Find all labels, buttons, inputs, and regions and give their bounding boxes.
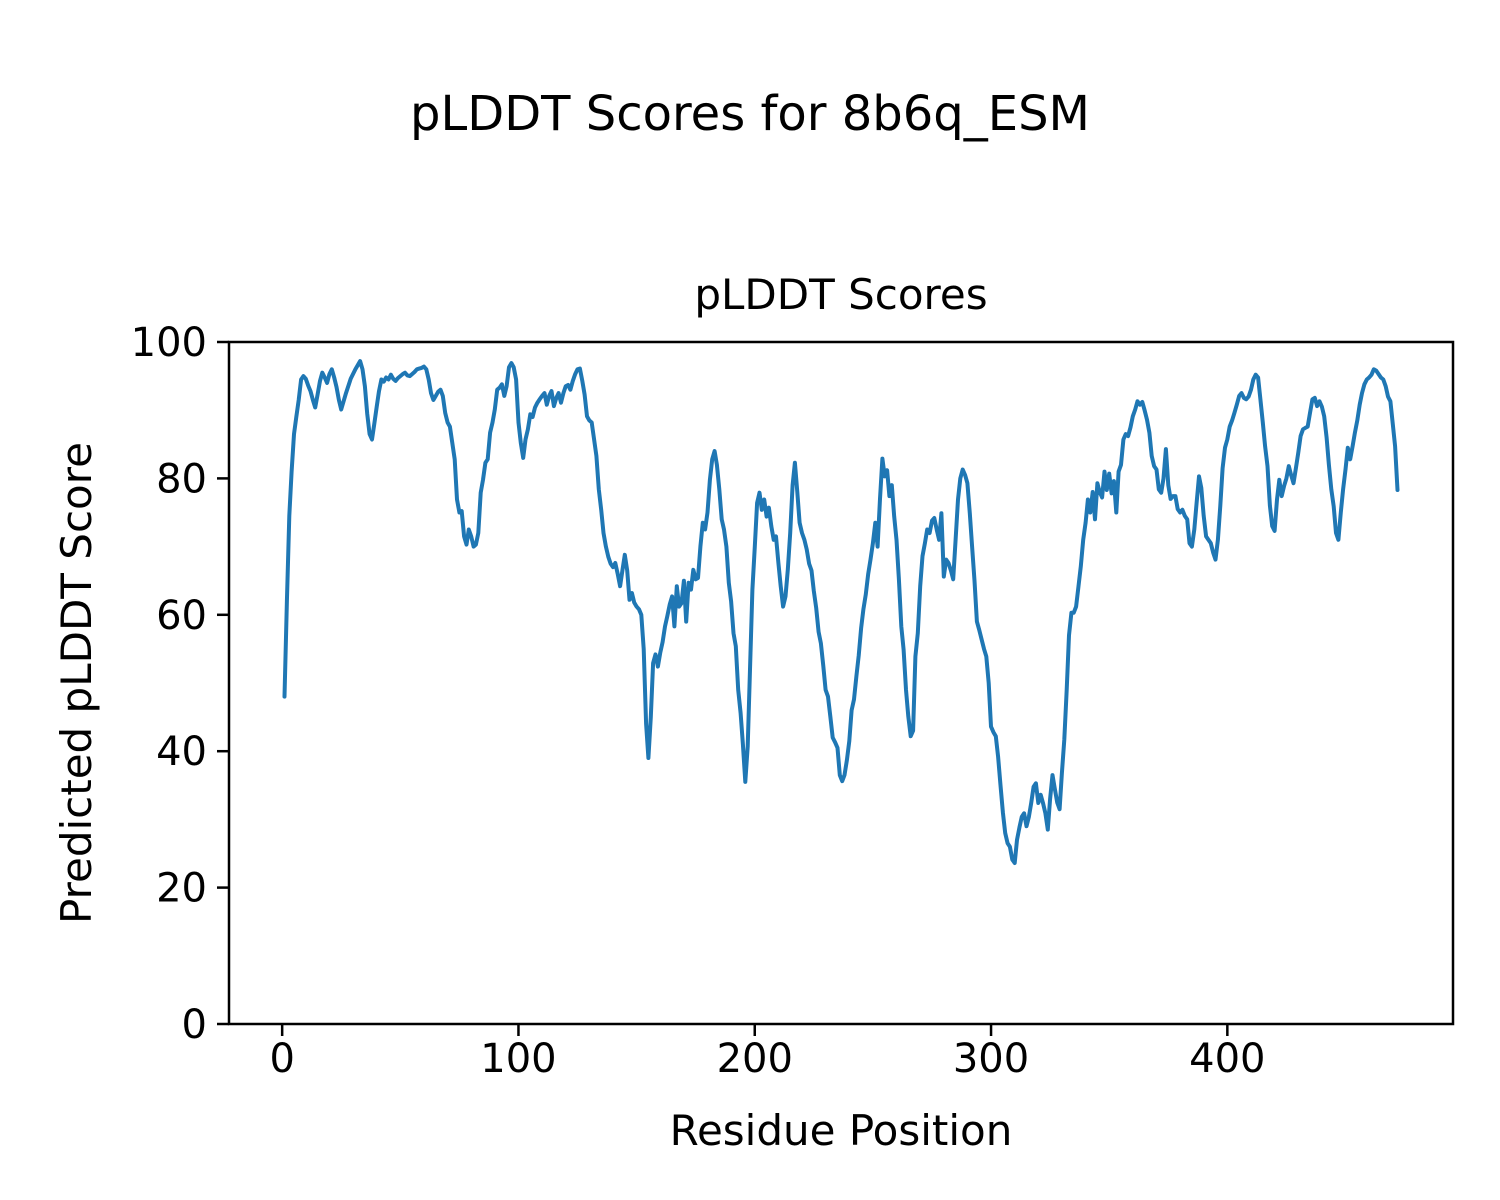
y-tick-label: 80 <box>156 456 207 502</box>
x-tick-label: 400 <box>1189 1036 1265 1082</box>
x-tick-label: 200 <box>717 1036 793 1082</box>
axes-frame <box>227 340 1455 1026</box>
x-tick-label: 300 <box>953 1036 1029 1082</box>
y-tick-label: 20 <box>156 866 207 912</box>
x-tick-label: 100 <box>480 1036 556 1082</box>
x-tick-label: 0 <box>269 1036 294 1082</box>
plddt-line-series <box>282 359 1400 865</box>
y-tick-label: 60 <box>156 593 207 639</box>
figure-suptitle: pLDDT Scores for 8b6q_ESM <box>410 86 1090 142</box>
y-tick-label: 100 <box>131 320 207 366</box>
y-tick-label: 0 <box>182 1002 207 1048</box>
y-tick-label: 40 <box>156 729 207 775</box>
x-axis-label: Residue Position <box>669 1106 1013 1155</box>
axes-title: pLDDT Scores <box>694 270 988 319</box>
